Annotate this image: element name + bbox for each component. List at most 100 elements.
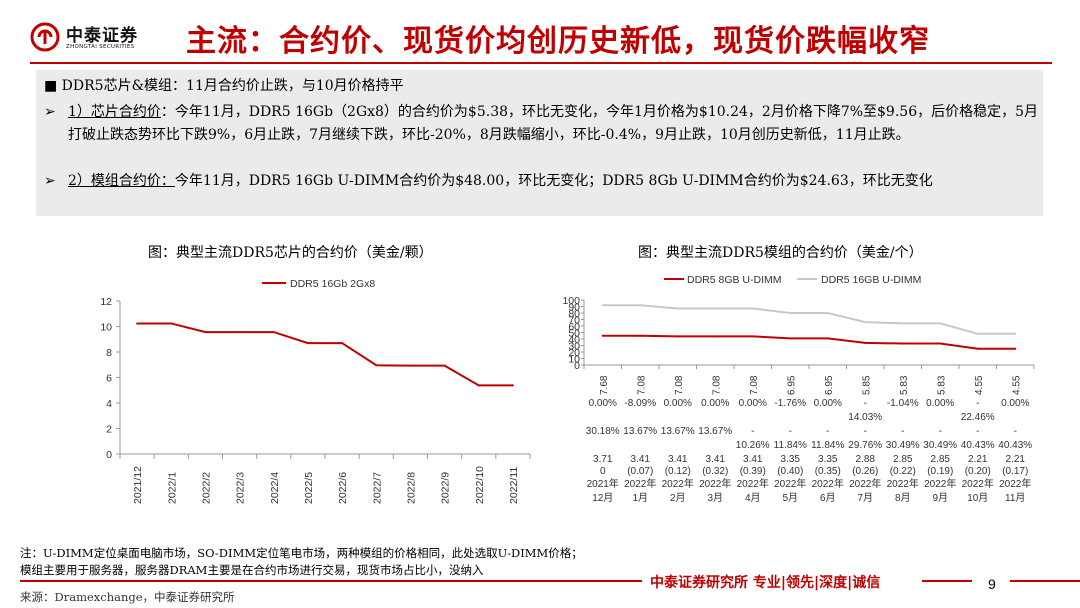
footer-divider — [922, 580, 972, 582]
summary-item-body: 今年11月，DDR5 16Gb U-DIMM合约价为$48.00，环比无变化；D… — [174, 173, 933, 189]
data-point — [976, 347, 979, 350]
y-tick-label: 2 — [106, 424, 112, 436]
data-point — [939, 342, 942, 345]
data-point — [901, 322, 904, 325]
table-cell: 9月 — [932, 492, 948, 504]
brand-name: 中泰证券 — [66, 26, 138, 46]
table-cell: 2.85 — [893, 454, 913, 465]
legend-label: DDR5 8GB U-DIMM — [687, 274, 782, 286]
table-cell: 11.84% — [811, 440, 844, 451]
data-point — [204, 331, 207, 334]
brand-logo: 中泰证券 ZHONGTAI SECURITIES — [30, 20, 160, 56]
table-cell: 0.00% — [739, 398, 767, 409]
table-cell: (0.17) — [1002, 466, 1028, 477]
data-point — [272, 331, 275, 334]
y-tick-label: 12 — [100, 296, 112, 308]
table-cell: 2021年 — [587, 477, 619, 490]
data-point — [864, 321, 867, 324]
data-point — [477, 384, 480, 387]
table-cell: 0.00% — [589, 398, 617, 409]
table-cell: 10月 — [967, 492, 988, 504]
table-cell: (0.07) — [627, 466, 653, 477]
x-tick-label: 2022/1 — [166, 472, 178, 504]
table-cell: - — [864, 398, 867, 409]
series-line — [602, 304, 1016, 335]
table-cell: 2.85 — [931, 454, 951, 465]
table-cell: 7.08 — [749, 375, 760, 395]
table-cell: 11.84% — [774, 440, 807, 451]
data-point — [1014, 347, 1017, 350]
table-cell: 7.08 — [711, 375, 722, 395]
arrow-bullet-icon: ➢ — [44, 104, 56, 120]
table-cell: 2.21 — [1006, 454, 1026, 465]
series-line — [137, 322, 513, 387]
x-tick-label: 2022/10 — [474, 466, 486, 504]
table-cell: 6.95 — [824, 375, 835, 395]
table-cell: (0.35) — [815, 466, 841, 477]
table-cell: 2.21 — [968, 454, 988, 465]
y-tick-label: 10 — [100, 322, 112, 334]
table-cell: 6.95 — [786, 375, 797, 395]
y-tick-label: 20 — [568, 347, 580, 359]
page-number: 9 — [988, 576, 996, 592]
data-point — [826, 337, 829, 340]
brand-emblem-icon — [30, 22, 60, 52]
table-cell: 3.41 — [706, 454, 726, 465]
y-tick-label: 30 — [568, 341, 580, 353]
y-tick-label: 80 — [568, 308, 580, 320]
x-tick-label: 2022/5 — [303, 472, 315, 504]
legend-label: DDR5 16GB U-DIMM — [821, 274, 921, 286]
table-cell: 0.00% — [664, 398, 692, 409]
chart2-title: 图：典型主流DDR5模组的合约价（美金/个） — [638, 245, 923, 261]
table-cell: 2022年 — [849, 477, 881, 490]
data-point — [409, 364, 412, 367]
table-cell: 10.26% — [736, 440, 770, 451]
table-cell: 4.55 — [974, 375, 985, 395]
table-cell: 0.00% — [926, 398, 954, 409]
table-cell: 40.43% — [961, 440, 995, 451]
table-cell: 30.49% — [923, 440, 957, 451]
table-cell: 2022年 — [774, 477, 806, 490]
x-tick-label: 2021/12 — [132, 466, 144, 504]
summary-item-label: 2）模组合约价： — [68, 173, 175, 189]
table-cell: 2022年 — [737, 477, 769, 490]
table-cell: 3.35 — [818, 454, 838, 465]
table-cell: 12月 — [592, 492, 613, 504]
table-cell: 4.55 — [1011, 375, 1022, 395]
table-cell: (0.32) — [702, 466, 728, 477]
table-cell: 0.00% — [701, 398, 729, 409]
table-cell: (0.20) — [965, 466, 991, 477]
table-cell: - — [864, 426, 867, 437]
table-cell: 3.41 — [631, 454, 651, 465]
table-cell: 2022年 — [887, 477, 919, 490]
table-cell: 0.00% — [1001, 398, 1029, 409]
y-tick-label: 0 — [574, 360, 580, 372]
data-point — [939, 322, 942, 325]
data-point — [864, 341, 867, 344]
arrow-bullet-icon: ➢ — [44, 173, 56, 189]
footer-divider — [20, 580, 642, 582]
table-cell: 13.67% — [698, 426, 732, 437]
data-point — [714, 335, 717, 338]
table-cell: - — [939, 426, 942, 437]
source-note: 来源：Dramexchange，中泰证券研究所 — [20, 590, 235, 604]
table-cell: 3月 — [707, 492, 723, 504]
y-tick-label: 100 — [562, 295, 580, 307]
page-title: 主流：合约价、现货价均创历史新低，现货价跌幅收窄 — [186, 24, 930, 59]
table-cell: 40.43% — [998, 440, 1032, 451]
table-cell: 2022年 — [812, 477, 844, 490]
table-cell: (0.22) — [890, 466, 916, 477]
table-cell: - — [901, 426, 904, 437]
table-cell: 2022年 — [699, 477, 731, 490]
table-cell: - — [789, 426, 792, 437]
y-tick-label: 10 — [568, 354, 580, 366]
table-cell: 14.03% — [848, 412, 882, 423]
data-point — [976, 332, 979, 335]
table-cell: - — [751, 426, 754, 437]
data-point — [714, 307, 717, 310]
footnote-1: 注：U-DIMM定位桌面电脑市场，SO-DIMM定位笔电市场，两种模组的价格相同… — [20, 546, 583, 560]
table-cell: 7.08 — [636, 375, 647, 395]
data-point — [170, 322, 173, 325]
data-point — [306, 342, 309, 345]
table-cell: 13.67% — [623, 426, 657, 437]
